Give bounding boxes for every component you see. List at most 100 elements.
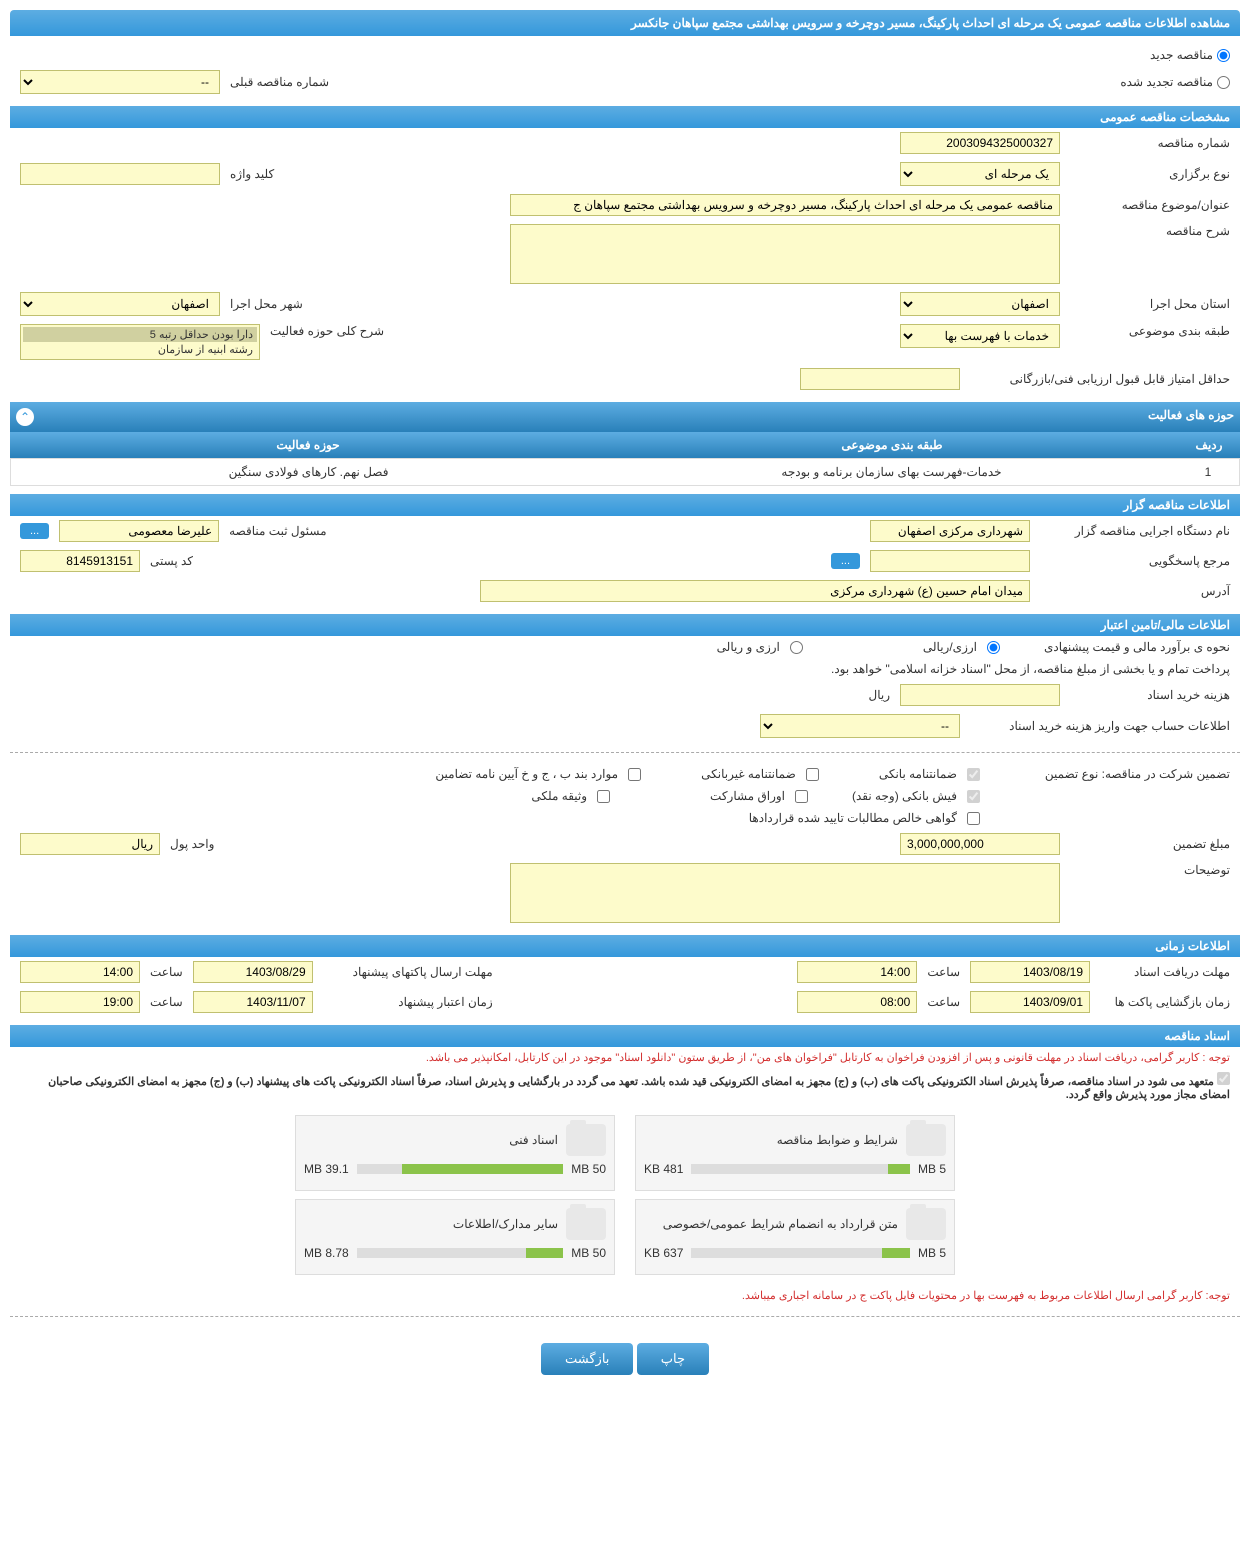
validity-hour-input[interactable] xyxy=(20,991,140,1013)
validity-date-input[interactable] xyxy=(193,991,313,1013)
hour-label: ساعت xyxy=(927,965,960,979)
description-textarea[interactable] xyxy=(510,224,1060,284)
category-label: طبقه بندی موضوعی xyxy=(1070,324,1230,338)
property-deed-checkbox[interactable] xyxy=(597,790,610,803)
category-select[interactable]: خدمات با فهرست بها xyxy=(900,324,1060,348)
activity-table: حوزه های فعالیت ⌃ ردیف طبقه بندی موضوعی … xyxy=(10,402,1240,486)
bank-guarantee-checkbox[interactable] xyxy=(967,768,980,781)
open-label: زمان بازگشایی پاکت ها xyxy=(1100,995,1230,1009)
notes-textarea[interactable] xyxy=(510,863,1060,923)
type-select[interactable]: یک مرحله ای xyxy=(900,162,1060,186)
folder-icon xyxy=(906,1208,946,1240)
progress-bar xyxy=(357,1248,564,1258)
back-button[interactable]: بازگشت xyxy=(541,1343,633,1375)
receive-date-input[interactable] xyxy=(970,961,1090,983)
activity-table-title: حوزه های فعالیت xyxy=(34,408,1234,426)
min-score-input[interactable] xyxy=(800,368,960,390)
response-label: مرجع پاسخگویی xyxy=(1040,554,1230,568)
address-label: آدرس xyxy=(1040,584,1230,598)
send-label: مهلت ارسال پاکتهای پیشنهاد xyxy=(323,965,493,979)
listbox-item[interactable]: دارا بودن حداقل رتبه 5 xyxy=(23,327,257,342)
collapse-icon[interactable]: ⌃ xyxy=(16,408,34,426)
open-hour-input[interactable] xyxy=(797,991,917,1013)
response-lookup-button[interactable]: ... xyxy=(831,553,860,569)
commitment-checkbox[interactable] xyxy=(1217,1072,1230,1085)
file-grid: شرایط و ضوابط مناقصه 5 MB 481 KB متن قرا… xyxy=(10,1105,1240,1285)
section-general-specs: مشخصات مناقصه عمومی xyxy=(10,106,1240,128)
send-date-input[interactable] xyxy=(193,961,313,983)
account-select[interactable]: -- xyxy=(760,714,960,738)
progress-bar xyxy=(357,1164,564,1174)
certificate-checkbox[interactable] xyxy=(967,812,980,825)
city-select[interactable]: اصفهان xyxy=(20,292,220,316)
file-name: اسناد فنی xyxy=(304,1133,558,1147)
row-category: خدمات-فهرست بهای سازمان برنامه و بودجه xyxy=(600,465,1183,479)
payment-note: پرداخت تمام و یا بخشی از مبلغ مناقصه، از… xyxy=(831,662,1230,676)
section-financial: اطلاعات مالی/تامین اعتبار xyxy=(10,614,1240,636)
hour-label-3: ساعت xyxy=(927,995,960,1009)
tender-number-input[interactable] xyxy=(900,132,1060,154)
table-row: 1 خدمات-فهرست بهای سازمان برنامه و بودجه… xyxy=(10,458,1240,486)
method-label: نحوه ی برآورد مالی و قیمت پیشنهادی xyxy=(1010,640,1230,654)
nonbank-guarantee-label: ضمانتنامه غیربانکی xyxy=(701,767,796,781)
tender-number-label: شماره مناقصه xyxy=(1070,136,1230,150)
open-date-input[interactable] xyxy=(970,991,1090,1013)
type-label: نوع برگزاری xyxy=(1070,167,1230,181)
activity-scope-listbox[interactable]: دارا بودن حداقل رتبه 5 رشته ابنیه از ساز… xyxy=(20,324,260,360)
print-button[interactable]: چاپ xyxy=(637,1343,709,1375)
account-label: اطلاعات حساب جهت واریز هزینه خرید اسناد xyxy=(970,719,1230,733)
rial-radio[interactable] xyxy=(987,641,1000,654)
response-input[interactable] xyxy=(870,550,1030,572)
file-box: اسناد فنی 50 MB 39.1 MB xyxy=(295,1115,615,1191)
city-label: شهر محل اجرا xyxy=(230,297,303,311)
section-docs: اسناد مناقصه xyxy=(10,1025,1240,1047)
folder-icon xyxy=(906,1124,946,1156)
doc-cost-input[interactable] xyxy=(900,684,1060,706)
items-bcd-label: موارد بند ب ، ج و خ آیین نامه تضامین xyxy=(435,767,618,781)
prev-number-select[interactable]: -- xyxy=(20,70,220,94)
page-title: مشاهده اطلاعات مناقصه عمومی یک مرحله ای … xyxy=(10,10,1240,36)
amount-label: مبلغ تضمین xyxy=(1070,837,1230,851)
listbox-item[interactable]: رشته ابنیه از سازمان xyxy=(23,342,257,357)
keyword-input[interactable] xyxy=(20,163,220,185)
receive-hour-input[interactable] xyxy=(797,961,917,983)
doc-cost-unit: ریال xyxy=(868,688,890,702)
col-row-header: ردیف xyxy=(1184,438,1234,452)
participation-bonds-checkbox[interactable] xyxy=(795,790,808,803)
divider xyxy=(10,752,1240,753)
currency-radio[interactable] xyxy=(790,641,803,654)
docs-note-2: متعهد می شود در اسناد مناقصه، صرفاً پذیر… xyxy=(10,1068,1240,1105)
file-total: 50 MB xyxy=(571,1162,606,1176)
file-name: سایر مدارک/اطلاعات xyxy=(304,1217,558,1231)
send-hour-input[interactable] xyxy=(20,961,140,983)
title-input[interactable] xyxy=(510,194,1060,216)
new-tender-radio[interactable] xyxy=(1217,49,1230,62)
nonbank-guarantee-checkbox[interactable] xyxy=(806,768,819,781)
certificate-label: گواهی خالص مطالبات تایید شده قراردادها xyxy=(749,811,957,825)
file-used: 8.78 MB xyxy=(304,1246,349,1260)
items-bcd-checkbox[interactable] xyxy=(628,768,641,781)
unit-input[interactable] xyxy=(20,833,160,855)
validity-label: زمان اعتبار پیشنهاد xyxy=(323,995,493,1009)
postal-input[interactable] xyxy=(20,550,140,572)
receive-label: مهلت دریافت اسناد xyxy=(1100,965,1230,979)
address-input[interactable] xyxy=(480,580,1030,602)
docs-note-1: توجه : کاربر گرامی، دریافت اسناد در مهلت… xyxy=(10,1047,1240,1068)
property-deed-label: وثیقه ملکی xyxy=(531,789,587,803)
folder-icon xyxy=(566,1124,606,1156)
province-select[interactable]: اصفهان xyxy=(900,292,1060,316)
device-input[interactable] xyxy=(870,520,1030,542)
file-used: 39.1 MB xyxy=(304,1162,349,1176)
unit-label: واحد پول xyxy=(170,837,214,851)
manager-lookup-button[interactable]: ... xyxy=(20,523,49,539)
bank-guarantee-label: ضمانتنامه بانکی xyxy=(879,767,957,781)
manager-input[interactable] xyxy=(59,520,219,542)
title-label: عنوان/موضوع مناقصه xyxy=(1070,198,1230,212)
bank-receipt-checkbox[interactable] xyxy=(967,790,980,803)
renewed-tender-radio[interactable] xyxy=(1217,76,1230,89)
amount-input[interactable] xyxy=(900,833,1060,855)
prev-number-label: شماره مناقصه قبلی xyxy=(230,75,329,89)
notes-label: توضیحات xyxy=(1070,863,1230,877)
file-total: 5 MB xyxy=(918,1162,946,1176)
docs-note-3: توجه: کاربر گرامی ارسال اطلاعات مربوط به… xyxy=(10,1285,1240,1306)
